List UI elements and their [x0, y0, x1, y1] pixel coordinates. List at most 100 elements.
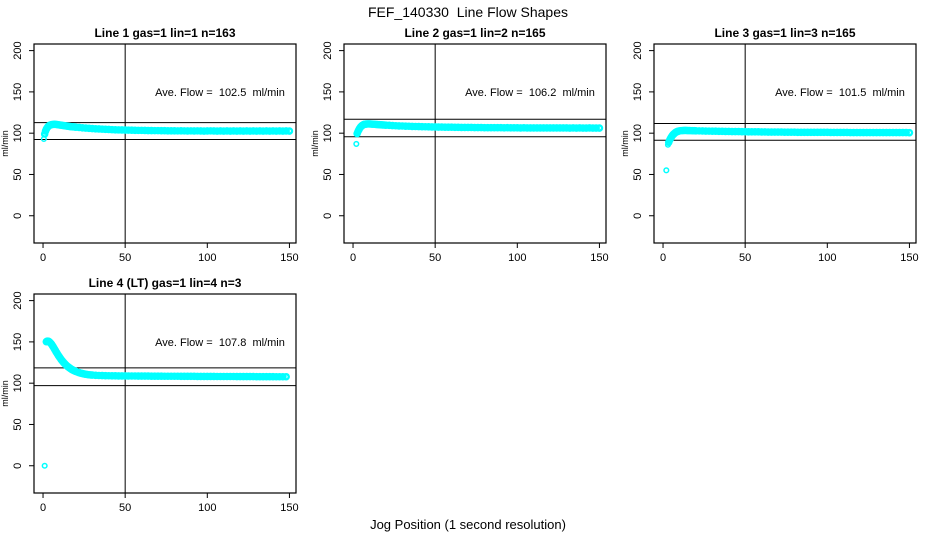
data-point: [256, 127, 264, 135]
data-point: [229, 127, 238, 135]
panel-line-1-title: Line 1 gas=1 lin=1 n=163: [94, 26, 236, 40]
data-point: [516, 124, 525, 132]
data-point: [490, 123, 499, 132]
data-point: [428, 123, 436, 131]
data-point: [529, 124, 538, 132]
plot-border: [653, 43, 917, 244]
data-point: [526, 124, 535, 132]
y-axis-unit-label: ml/min: [0, 130, 10, 157]
y-tick-label: 50: [12, 418, 24, 430]
data-point: [157, 372, 166, 380]
data-point: [131, 126, 139, 135]
panel-line-2: 0 50 100 150 0 50 100 150 200 ml/min Line 2 gas=1…: [310, 10, 620, 275]
data-point: [902, 128, 910, 137]
data-point: [193, 127, 202, 135]
data-point: [173, 372, 182, 381]
data-point: [147, 372, 156, 380]
data-point: [803, 128, 812, 137]
data-point: [249, 372, 258, 381]
data-point: [265, 127, 274, 135]
data-point: [721, 127, 730, 136]
data-point: [787, 128, 795, 136]
data-point: [434, 123, 443, 131]
data-point: [820, 128, 828, 137]
data-point: [183, 127, 192, 135]
data-point: [839, 128, 848, 137]
data-point: [213, 372, 221, 381]
data-point: [101, 125, 110, 134]
data-point: [437, 123, 446, 131]
data-point: [180, 127, 189, 135]
data-point: [536, 124, 545, 132]
data-point: [259, 372, 267, 381]
y-tick-label: 0: [322, 213, 334, 219]
data-point: [506, 124, 515, 132]
data-point: [777, 128, 786, 136]
data-point: [219, 372, 228, 381]
x-tick-label: 100: [818, 252, 836, 264]
data-point: [391, 121, 400, 130]
data-point: [552, 124, 561, 132]
data-point: [170, 372, 179, 381]
data-point: [569, 124, 577, 132]
data-point: [793, 128, 802, 137]
figure-title: FEF_140330 Line Flow Shapes: [367, 4, 568, 20]
data-point: [751, 128, 759, 136]
data-point: [154, 126, 162, 135]
data-point: [180, 372, 189, 381]
data-point: [282, 372, 290, 381]
data-point: [252, 372, 261, 381]
data-point: [853, 128, 861, 137]
data-point: [157, 126, 166, 135]
data-point: [695, 127, 703, 135]
y-tick-label: 150: [632, 83, 644, 101]
panel-line-4-ave-flow-annotation: Ave. Flow = 107.8 ml/min: [155, 337, 285, 349]
data-point: [173, 127, 182, 135]
data-point: [121, 372, 129, 380]
data-point: [72, 123, 80, 131]
data-point: [718, 127, 726, 136]
data-point: [474, 123, 482, 132]
data-point: [447, 123, 456, 132]
data-point: [154, 372, 162, 380]
data-point: [111, 125, 120, 134]
data-point: [229, 372, 238, 381]
data-point: [836, 128, 845, 137]
data-point: [114, 126, 123, 134]
data-point: [451, 123, 459, 132]
y-tick-label: 150: [322, 83, 334, 101]
data-point: [885, 128, 894, 137]
data-point: [444, 123, 453, 132]
data-point: [236, 372, 244, 381]
panel-line-2-ave-flow-annotation: Ave. Flow = 106.2 ml/min: [465, 87, 595, 99]
x-tick-label: 150: [900, 252, 918, 264]
data-point: [137, 372, 146, 380]
data-point: [513, 124, 522, 132]
data-point: [98, 125, 106, 133]
y-tick-label: 0: [12, 213, 24, 219]
data-point: [523, 124, 531, 132]
data-point: [728, 127, 736, 136]
data-point: [701, 127, 710, 135]
data-point: [141, 126, 149, 135]
y-tick-label: 200: [322, 41, 334, 59]
data-point: [226, 127, 235, 135]
data-point: [203, 127, 212, 135]
data-point: [408, 122, 416, 131]
data-point: [223, 127, 231, 135]
data-point: [101, 371, 110, 380]
data-point: [470, 123, 479, 132]
data-point: [104, 371, 113, 380]
data-point: [899, 128, 907, 137]
data-point: [744, 127, 753, 136]
y-tick-label: 0: [632, 213, 644, 219]
x-tick-label: 50: [119, 502, 131, 514]
data-point: [137, 126, 146, 135]
y-tick-label: 100: [12, 124, 24, 142]
data-point: [556, 124, 564, 132]
data-point: [233, 372, 241, 381]
x-tick-label: 150: [280, 252, 298, 264]
data-point: [203, 372, 212, 381]
data-point: [533, 124, 541, 132]
x-tick-label: 100: [508, 252, 526, 264]
